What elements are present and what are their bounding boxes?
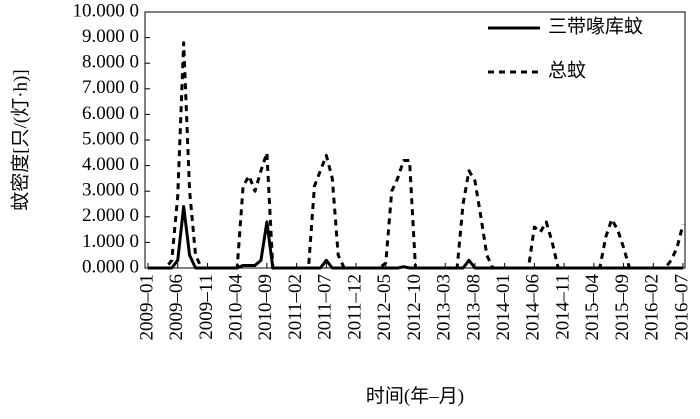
plot-frame: [144, 11, 686, 269]
x-tick-label: 2010–04: [226, 274, 247, 341]
x-tick-label: 2012–10: [404, 274, 425, 341]
x-tick-label: 2016–02: [642, 274, 663, 341]
y-tick-label: 0.000 0: [82, 256, 139, 277]
y-tick-label: 5.000 0: [82, 128, 139, 149]
x-tick-label: 2011–07: [315, 274, 336, 340]
x-tick-label: 2011–02: [285, 274, 306, 340]
y-tick-label: 6.000 0: [82, 103, 139, 124]
x-tick-label: 2013–08: [463, 274, 484, 341]
x-tick-label: 2013–03: [434, 274, 455, 341]
x-tick-label: 2009–06: [166, 274, 187, 341]
legend-label: 总蚊: [548, 59, 586, 81]
x-tick-label: 2015–04: [582, 274, 603, 341]
x-tick-label: 2014–01: [493, 274, 514, 341]
x-tick-label: 2016–07: [671, 274, 692, 341]
x-tick-label: 2011–12: [344, 274, 365, 340]
y-tick-label: 4.000 0: [82, 154, 139, 175]
y-tick-label: 9.000 0: [82, 26, 139, 47]
x-tick-label: 2015–09: [612, 274, 633, 341]
x-tick-label: 2010–09: [255, 274, 276, 341]
y-tick-label: 10.000 0: [73, 0, 140, 21]
x-axis-label: 时间(年–月): [366, 385, 464, 407]
x-tick-label: 2012–05: [374, 274, 395, 341]
series-line: [148, 41, 685, 270]
y-tick-label: 1.000 0: [82, 231, 139, 252]
y-tick-label: 7.000 0: [82, 77, 139, 98]
x-tick-label: 2009–11: [196, 274, 217, 340]
x-tick-label: 2014–06: [523, 274, 544, 341]
y-tick-label: 2.000 0: [82, 205, 139, 226]
y-axis-label: 蚊密度[只/(灯·h)]: [9, 69, 31, 210]
x-tick-label: 2009–01: [136, 274, 157, 341]
y-tick-label: 3.000 0: [82, 180, 139, 201]
y-tick-label: 8.000 0: [82, 52, 139, 73]
x-tick-label: 2014–11: [552, 274, 573, 340]
legend-label: 三带喙库蚊: [548, 15, 643, 37]
